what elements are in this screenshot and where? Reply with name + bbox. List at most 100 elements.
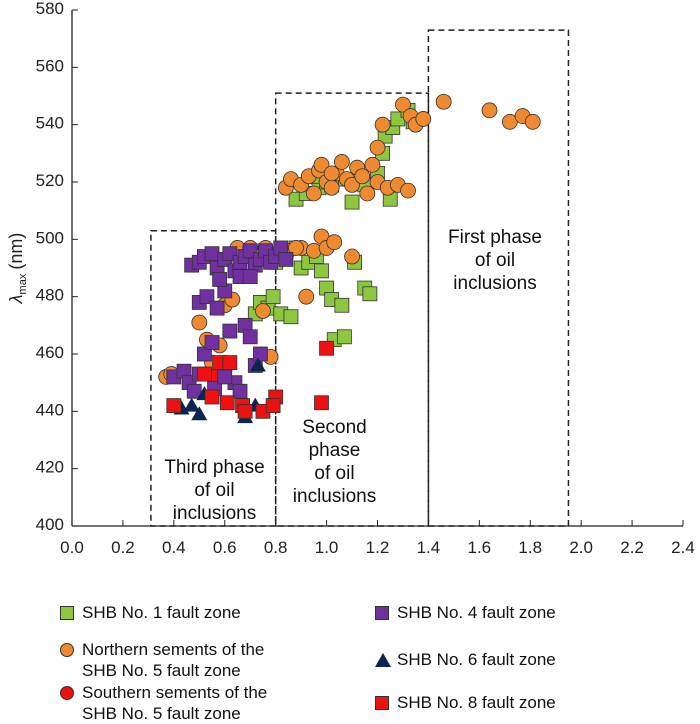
data-point <box>219 395 235 411</box>
legend-label: SHB No. 1 fault zone <box>82 603 241 622</box>
y-tick-label: 460 <box>36 343 64 362</box>
legend-label-line: Northern sements of the <box>82 640 265 659</box>
data-point <box>191 314 208 331</box>
x-axis-label: QF535 <box>340 568 395 570</box>
data-point <box>298 288 315 305</box>
data-point <box>415 111 432 127</box>
y-tick-label: 580 <box>36 0 64 18</box>
data-point <box>313 156 330 173</box>
x-tick-label: 1.6 <box>468 538 492 557</box>
data-point <box>323 165 340 182</box>
y-tick-label: 560 <box>36 56 64 75</box>
x-tick-label: 2.4 <box>671 538 695 557</box>
data-point <box>354 168 371 185</box>
region-label-line: of oil <box>194 480 235 501</box>
x-tick-label: 2.0 <box>569 538 593 557</box>
y-tick-label: 540 <box>36 114 64 133</box>
data-point <box>212 272 228 287</box>
x-tick-label: 1.0 <box>315 538 339 557</box>
region-label-line: Second <box>302 417 367 438</box>
y-tick-label: 440 <box>36 400 64 419</box>
data-point <box>374 116 391 133</box>
region-label-line: phase <box>308 440 361 461</box>
data-point <box>319 340 334 356</box>
data-point <box>369 139 386 156</box>
square-marker-icon <box>375 606 389 620</box>
region-label-line: of oil <box>474 250 516 271</box>
triangle-marker-icon <box>375 653 391 667</box>
data-point <box>333 154 350 170</box>
data-point <box>314 263 329 279</box>
data-point <box>265 398 281 414</box>
data-point <box>344 176 360 193</box>
square-marker-icon <box>60 606 74 620</box>
data-point <box>314 395 329 411</box>
x-tick-label: 1.8 <box>518 538 542 557</box>
region-label-line: inclusions <box>292 486 377 507</box>
data-point <box>242 329 258 345</box>
y-tick-label: 480 <box>36 286 64 305</box>
x-tick-label: 0.4 <box>162 538 186 557</box>
circle-marker-icon <box>60 643 74 657</box>
region-label-line: Third phase <box>164 457 265 478</box>
data-point <box>395 96 411 113</box>
data-point <box>255 303 271 319</box>
scatter-plot: 0.0 0.2 0.4 0.6 0.8 1.0 1.2 1.4 1.6 1.8 2.0 2.2 2.4 4… <box>6 0 695 570</box>
data-point <box>288 240 304 256</box>
x-tick-label: 0.8 <box>264 538 288 557</box>
data-point <box>183 397 200 412</box>
data-point <box>222 323 238 339</box>
legend-label-line: SHB No. 5 fault zone <box>82 704 241 723</box>
x-tick-label: 1.4 <box>417 538 441 557</box>
data-point <box>359 185 376 202</box>
region-label-line: First phase <box>448 227 542 248</box>
y-axis-label-symbol: λ <box>6 294 26 304</box>
y-tick-label: 400 <box>36 515 64 534</box>
y-axis-label-sub: max <box>17 273 29 294</box>
data-point <box>326 234 343 251</box>
data-point <box>217 369 233 385</box>
data-point <box>166 398 182 414</box>
legend-label: SHB No. 8 fault zone <box>397 693 556 712</box>
data-point <box>191 406 208 421</box>
legend-label-line: SHB No. 5 fault zone <box>82 661 241 680</box>
y-tick-label: 420 <box>36 458 64 477</box>
data-point <box>334 297 350 313</box>
x-tick-label: 0.0 <box>60 538 84 557</box>
y-axis-label: λmax (nm) <box>6 233 29 305</box>
data-point <box>435 93 452 110</box>
data-point <box>204 335 220 350</box>
circle-marker-icon <box>60 686 74 700</box>
data-point <box>249 357 266 372</box>
data-point <box>196 366 212 382</box>
y-tick-label: 500 <box>36 228 64 247</box>
data-point <box>237 403 253 419</box>
region-label-line: inclusions <box>453 273 537 294</box>
legend-label-line: Southern sements of the <box>82 683 268 702</box>
x-tick-label: 0.2 <box>111 538 135 557</box>
y-tick-label: 520 <box>36 171 64 190</box>
region-box <box>427 29 570 527</box>
data-point <box>278 251 294 267</box>
data-point <box>283 309 299 325</box>
data-point <box>242 269 258 285</box>
region-label-line: of oil <box>314 463 355 484</box>
legend-label: SHB No. 4 fault zone <box>397 603 556 622</box>
y-axis-label-unit: (nm) <box>6 233 26 270</box>
data-point <box>364 156 381 173</box>
data-point <box>323 179 340 196</box>
x-tick-label: 1.2 <box>366 538 390 557</box>
region-box <box>150 229 277 527</box>
data-point <box>209 300 225 316</box>
data-point <box>252 346 268 362</box>
square-marker-icon <box>375 696 389 710</box>
data-point <box>481 102 498 119</box>
data-point <box>400 182 416 199</box>
data-point <box>199 289 215 305</box>
data-point <box>196 346 212 362</box>
region-label-line: inclusions <box>172 503 257 524</box>
x-tick-label: 0.6 <box>213 538 237 557</box>
data-point <box>362 286 378 302</box>
data-point <box>232 383 248 399</box>
